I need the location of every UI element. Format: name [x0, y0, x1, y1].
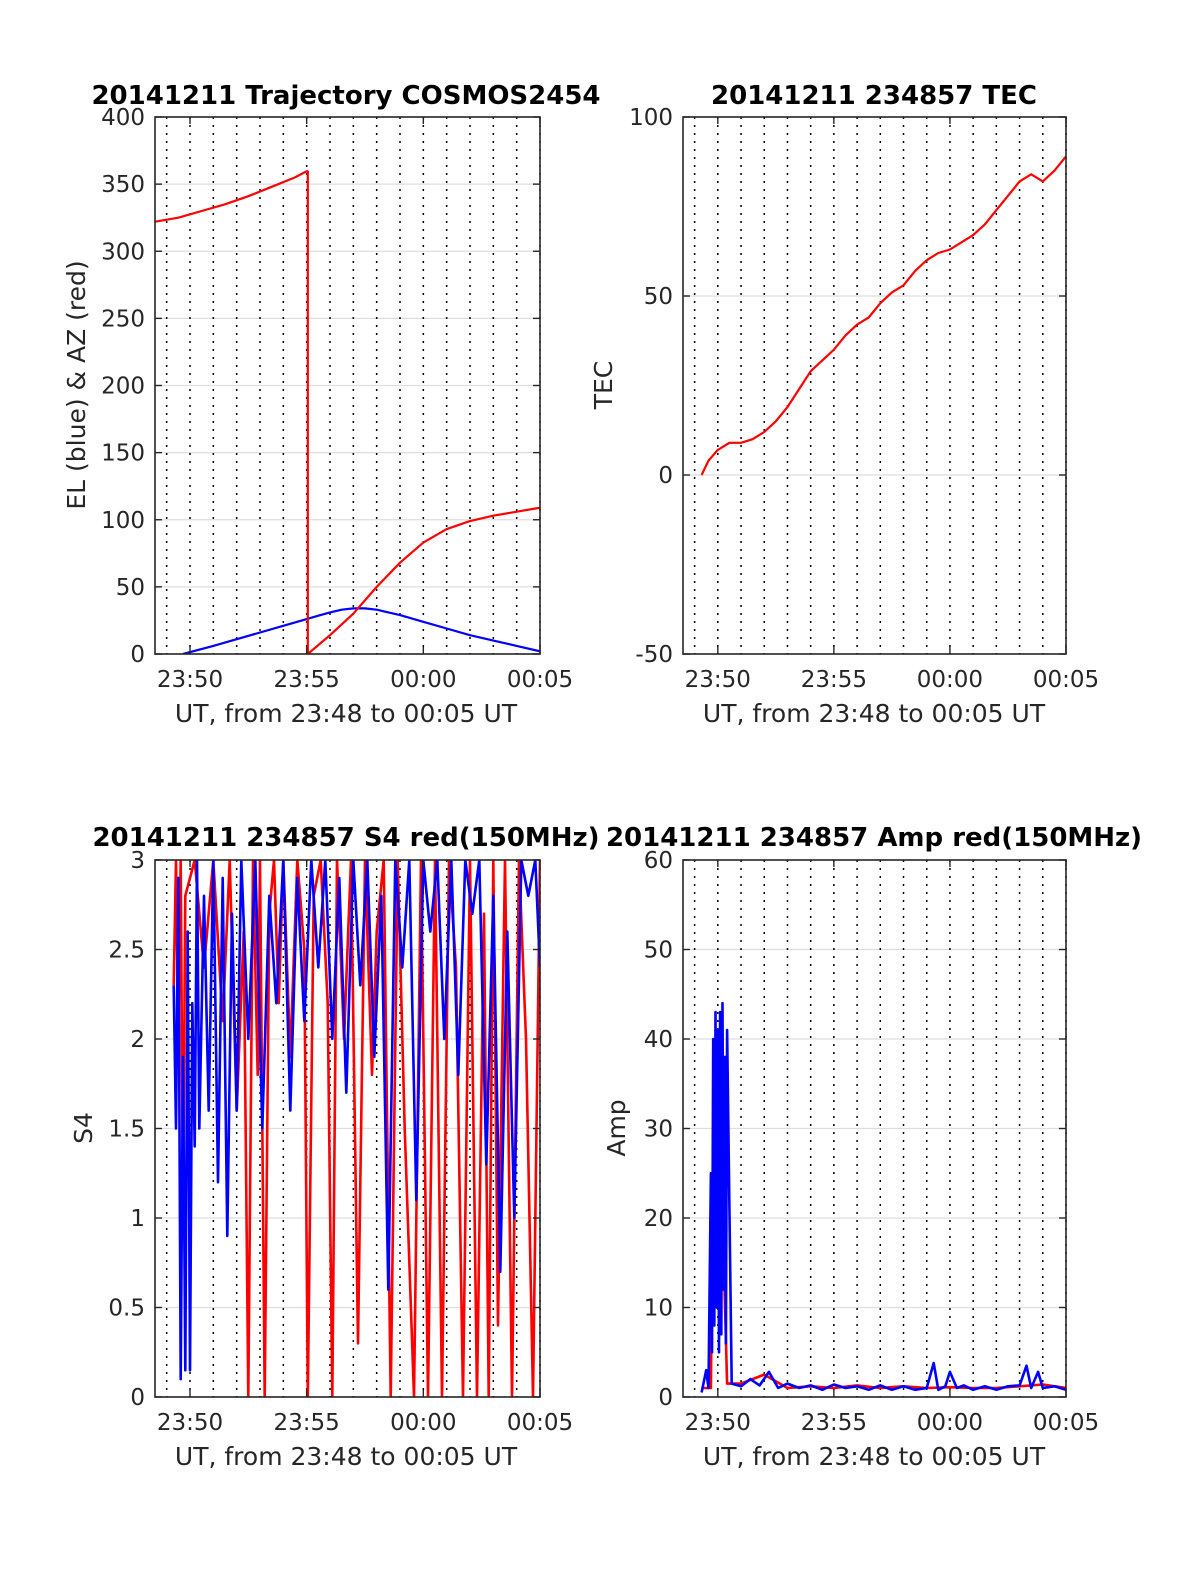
s4-ytick-label: 1 [130, 1206, 145, 1232]
trajectory-series-el-blue- [182, 607, 540, 654]
amp-ytick-label: 50 [644, 938, 673, 964]
s4-xlabel: UT, from 23:48 to 00:05 UT [175, 1442, 518, 1471]
trajectory-ytick-label: 300 [101, 239, 145, 265]
amp-xtick-label: 00:00 [917, 1410, 983, 1436]
amp-ytick-label: 0 [658, 1385, 673, 1411]
tec-ytick-label: 0 [658, 463, 673, 489]
s4-xtick-label: 00:05 [507, 1410, 573, 1436]
trajectory-xlabel: UT, from 23:48 to 00:05 UT [175, 699, 518, 728]
trajectory-title: 20141211 Trajectory COSMOS2454 [91, 81, 600, 111]
tec-ylabel: TEC [589, 361, 618, 411]
tec-xtick-label: 23:50 [685, 667, 751, 693]
s4-ytick-label: 0 [130, 1385, 145, 1411]
tec-ytick-label: 100 [629, 105, 673, 131]
s4-ylabel: S4 [69, 1112, 98, 1144]
tec-series-tec [700, 155, 1066, 476]
amp-title: 20141211 234857 Amp red(150MHz) [606, 823, 1142, 853]
trajectory-ytick-label: 100 [101, 508, 145, 534]
s4-ytick-label: 3 [130, 848, 145, 874]
amp-ytick-label: 40 [644, 1027, 673, 1053]
trajectory-ylabel: EL (blue) & AZ (red) [62, 260, 91, 509]
trajectory-ytick-label: 350 [101, 172, 145, 198]
tec-title: 20141211 234857 TEC [711, 81, 1037, 111]
tec-xtick-label: 23:55 [801, 667, 867, 693]
amp-ytick-label: 10 [644, 1296, 673, 1322]
trajectory-xtick-label: 23:55 [274, 667, 340, 693]
s4-xtick-label: 23:50 [157, 1410, 223, 1436]
trajectory-series-az-red--seg0 [155, 169, 309, 223]
trajectory-series-az-red--seg2 [307, 506, 540, 654]
tec-ytick-label: -50 [635, 642, 673, 668]
amp-xtick-label: 00:05 [1033, 1410, 1099, 1436]
trajectory-ytick-label: 400 [101, 105, 145, 131]
tec-xtick-label: 00:00 [917, 667, 983, 693]
amp-ytick-label: 20 [644, 1206, 673, 1232]
s4-title: 20141211 234857 S4 red(150MHz) [92, 823, 599, 853]
amp-xlabel: UT, from 23:48 to 00:05 UT [703, 1442, 1046, 1471]
trajectory-ytick-label: 0 [130, 642, 145, 668]
s4-xtick-label: 23:55 [274, 1410, 340, 1436]
s4-series-blue [172, 860, 540, 1381]
trajectory-xtick-label: 00:00 [390, 667, 456, 693]
s4-ytick-label: 2 [130, 1027, 145, 1053]
amp-panel: 20141211 234857 Amp red(150MHz) UT, from… [602, 823, 1142, 1471]
amp-plot-area: 0 10 20 30 40 50 60 23:50 23:55 00:00 00:05 [644, 848, 1099, 1436]
trajectory-plot-area: 0 50 100 150 200 250 300 350 400 23:50 23:55 00:00 0… [101, 105, 573, 693]
trajectory-ytick-label: 50 [116, 575, 145, 601]
s4-xtick-label: 00:00 [390, 1410, 456, 1436]
trajectory-xtick-label: 23:50 [157, 667, 223, 693]
tec-axes-box [682, 116, 1067, 655]
trajectory-panel: 20141211 Trajectory COSMOS2454 UT, from … [62, 81, 601, 728]
trajectory-ytick-label: 200 [101, 374, 145, 400]
tec-panel: 20141211 234857 TEC UT, from 23:48 to 00… [589, 81, 1099, 728]
s4-plot-area: 0 0.5 1 1.5 2 2.5 3 23:50 23:55 00:00 00:05 [108, 848, 573, 1436]
amp-xtick-label: 23:55 [801, 1410, 867, 1436]
tec-plot-area: -50 0 50 100 23:50 23:55 00:00 00:05 [629, 105, 1099, 693]
s4-ytick-label: 2.5 [108, 938, 145, 964]
s4-ytick-label: 0.5 [108, 1296, 145, 1322]
trajectory-ytick-label: 250 [101, 306, 145, 332]
amp-series-blue [700, 1001, 1066, 1393]
tec-xlabel: UT, from 23:48 to 00:05 UT [703, 699, 1046, 728]
amp-ylabel: Amp [602, 1099, 631, 1156]
tec-xtick-label: 00:05 [1033, 667, 1099, 693]
amp-xtick-label: 23:50 [685, 1410, 751, 1436]
tec-ytick-label: 50 [644, 284, 673, 310]
amp-ytick-label: 60 [644, 848, 673, 874]
s4-panel: 20141211 234857 S4 red(150MHz) UT, from … [69, 823, 600, 1471]
trajectory-ytick-label: 150 [101, 441, 145, 467]
s4-ytick-label: 1.5 [108, 1117, 145, 1143]
trajectory-xtick-label: 00:05 [507, 667, 573, 693]
amp-ytick-label: 30 [644, 1117, 673, 1143]
